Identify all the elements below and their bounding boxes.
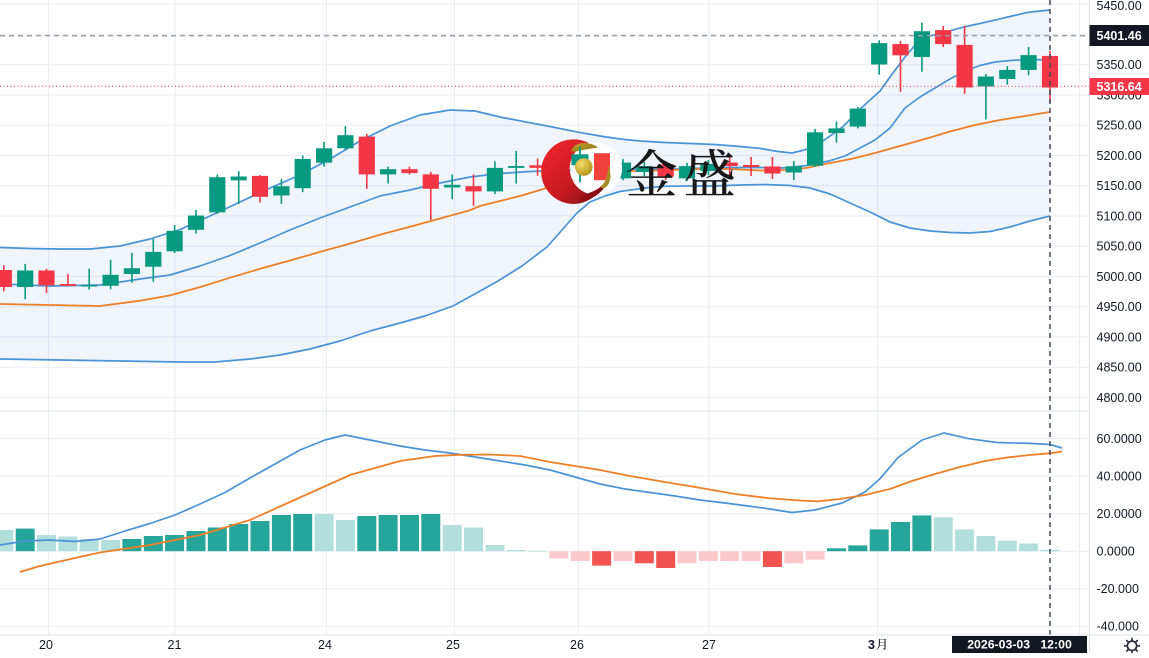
svg-text:20: 20: [39, 638, 53, 652]
svg-text:5050.00: 5050.00: [1097, 240, 1142, 254]
svg-text:5450.00: 5450.00: [1097, 0, 1142, 13]
svg-text:2026-03-03 12:00: 2026-03-03 12:00: [967, 638, 1072, 652]
svg-text:5250.00: 5250.00: [1097, 119, 1142, 133]
svg-text:5401.46: 5401.46: [1097, 29, 1142, 43]
svg-text:5100.00: 5100.00: [1097, 209, 1142, 223]
svg-text:5000.00: 5000.00: [1097, 270, 1142, 284]
svg-text:4950.00: 4950.00: [1097, 300, 1142, 314]
svg-text:5350.00: 5350.00: [1097, 58, 1142, 72]
svg-text:0.0000: 0.0000: [1097, 545, 1135, 559]
svg-text:-20.000: -20.000: [1097, 582, 1139, 596]
svg-text:5316.64: 5316.64: [1097, 80, 1142, 94]
svg-text:3: 3: [868, 638, 875, 652]
svg-text:-40.000: -40.000: [1097, 620, 1139, 634]
svg-text:24: 24: [318, 638, 332, 652]
svg-text:4900.00: 4900.00: [1097, 330, 1142, 344]
svg-text:5150.00: 5150.00: [1097, 179, 1142, 193]
svg-text:25: 25: [446, 638, 460, 652]
svg-text:4850.00: 4850.00: [1097, 361, 1142, 375]
svg-text:21: 21: [168, 638, 182, 652]
svg-text:4800.00: 4800.00: [1097, 391, 1142, 405]
svg-text:20.0000: 20.0000: [1097, 507, 1142, 521]
svg-text:60.0000: 60.0000: [1097, 432, 1142, 446]
svg-text:27: 27: [702, 638, 716, 652]
svg-text:5200.00: 5200.00: [1097, 149, 1142, 163]
svg-text:40.0000: 40.0000: [1097, 470, 1142, 484]
svg-text:26: 26: [570, 638, 584, 652]
